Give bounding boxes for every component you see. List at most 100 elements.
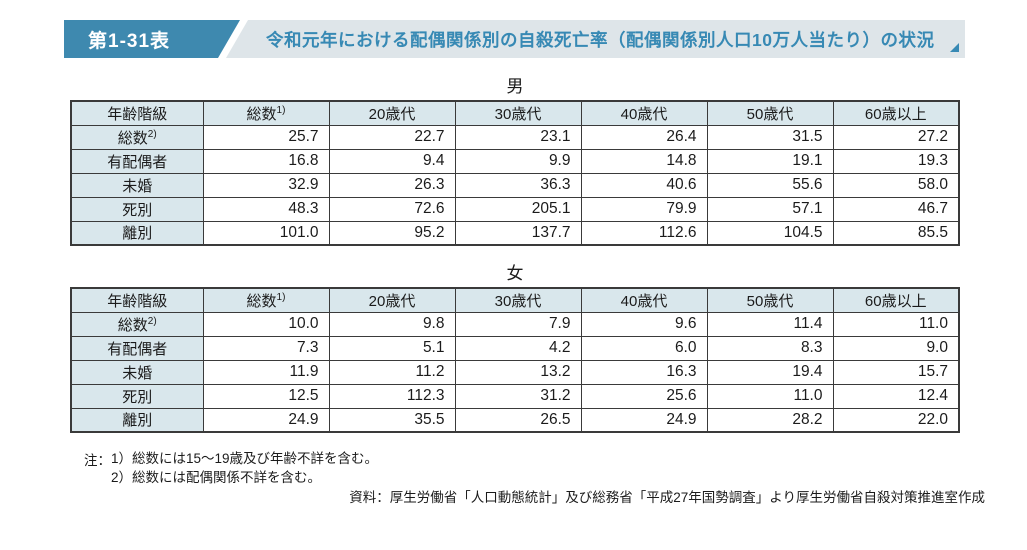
cell-value: 32.9 — [202, 172, 330, 198]
cell-value: 27.2 — [832, 124, 960, 150]
row-label: 総数2) — [70, 124, 204, 150]
cell-value: 72.6 — [328, 196, 456, 222]
row-label-text: 総数 — [117, 129, 148, 147]
cell-value: 19.1 — [706, 148, 834, 174]
cell-value: 95.2 — [328, 220, 456, 246]
col-header-age-class: 年齢階級 — [70, 287, 204, 313]
col-header-total-sup: 1) — [276, 291, 286, 303]
male-table-caption: 男 — [506, 77, 524, 96]
col-header-total-sup: 1) — [276, 104, 286, 116]
col-header-30s: 30歳代 — [454, 100, 582, 126]
cell-value: 16.8 — [202, 148, 330, 174]
cell-value: 25.6 — [580, 383, 708, 409]
row-label-text: 総数 — [117, 316, 148, 334]
row-label: 離別 — [70, 407, 204, 433]
cell-value: 10.0 — [202, 311, 330, 337]
cell-value: 9.9 — [454, 148, 582, 174]
cell-value: 24.9 — [580, 407, 708, 433]
table-row: 死別 12.5 112.3 31.2 25.6 11.0 12.4 — [70, 383, 960, 409]
cell-value: 57.1 — [706, 196, 834, 222]
col-header-age-class: 年齢階級 — [70, 100, 204, 126]
row-label-text: 未婚 — [122, 364, 153, 382]
cell-value: 13.2 — [454, 359, 582, 385]
male-table-block: 男 年齢階級 総数1) 20歳代 30歳代 40歳代 50歳代 60歳以上 総数… — [70, 76, 960, 246]
col-header-total: 総数1) — [202, 287, 330, 313]
table-row: 離別 101.0 95.2 137.7 112.6 104.5 85.5 — [70, 220, 960, 246]
cell-value: 112.6 — [580, 220, 708, 246]
cell-value: 101.0 — [202, 220, 330, 246]
cell-value: 9.8 — [328, 311, 456, 337]
female-table-block: 女 年齢階級 総数1) 20歳代 30歳代 40歳代 50歳代 60歳以上 総数… — [70, 263, 960, 433]
col-header-20s: 20歳代 — [328, 287, 456, 313]
cell-value: 28.2 — [706, 407, 834, 433]
cell-value: 31.2 — [454, 383, 582, 409]
row-label-text: 有配偶者 — [107, 340, 168, 358]
cell-value: 19.3 — [832, 148, 960, 174]
footnote-2: 2）総数には配偶関係不詳を含む。 — [111, 470, 322, 485]
col-header-total-label: 総数 — [246, 105, 277, 123]
col-header-40s: 40歳代 — [580, 100, 708, 126]
section-title: 令和元年における配偶関係別の自殺死亡率（配偶関係別人口10万人当たり）の状況 — [266, 29, 935, 50]
cell-value: 58.0 — [832, 172, 960, 198]
cell-value: 55.6 — [706, 172, 834, 198]
col-header-40s: 40歳代 — [580, 287, 708, 313]
table-row: 離別 24.9 35.5 26.5 24.9 28.2 22.0 — [70, 407, 960, 433]
row-label: 離別 — [70, 220, 204, 246]
cell-value: 79.9 — [580, 196, 708, 222]
cell-value: 5.1 — [328, 335, 456, 361]
table-row: 有配偶者 7.3 5.1 4.2 6.0 8.3 9.0 — [70, 335, 960, 361]
row-label: 未婚 — [70, 172, 204, 198]
cell-value: 26.5 — [454, 407, 582, 433]
row-label: 死別 — [70, 383, 204, 409]
cell-value: 15.7 — [832, 359, 960, 385]
footnotes: 注： 1）総数には15～19歳及び年齢不詳を含む。 2）総数には配偶関係不詳を含… — [84, 449, 378, 487]
footnote-1: 1）総数には15～19歳及び年齢不詳を含む。 — [111, 451, 379, 466]
cell-value: 4.2 — [454, 335, 582, 361]
cell-value: 48.3 — [202, 196, 330, 222]
cell-value: 7.3 — [202, 335, 330, 361]
section-header: 第1-31表 令和元年における配偶関係別の自殺死亡率（配偶関係別人口10万人当た… — [64, 20, 965, 58]
col-header-30s: 30歳代 — [454, 287, 582, 313]
table-row: 未婚 11.9 11.2 13.2 16.3 19.4 15.7 — [70, 359, 960, 385]
col-header-60plus: 60歳以上 — [832, 287, 960, 313]
row-label: 死別 — [70, 196, 204, 222]
cell-value: 46.7 — [832, 196, 960, 222]
footnote-prefix: 注： — [84, 453, 111, 468]
row-label: 有配偶者 — [70, 335, 204, 361]
table-row: 未婚 32.9 26.3 36.3 40.6 55.6 58.0 — [70, 172, 960, 198]
cell-value: 12.5 — [202, 383, 330, 409]
female-table-caption: 女 — [506, 264, 524, 283]
cell-value: 137.7 — [454, 220, 582, 246]
table-number-badge: 第1-31表 — [64, 20, 240, 58]
row-label-text: 未婚 — [122, 177, 153, 195]
cell-value: 112.3 — [328, 383, 456, 409]
cell-value: 7.9 — [454, 311, 582, 337]
cell-value: 12.4 — [832, 383, 960, 409]
col-header-total: 総数1) — [202, 100, 330, 126]
cell-value: 35.5 — [328, 407, 456, 433]
cell-value: 40.6 — [580, 172, 708, 198]
row-label-text: 離別 — [122, 225, 153, 243]
female-header-row: 年齢階級 総数1) 20歳代 30歳代 40歳代 50歳代 60歳以上 — [70, 287, 960, 313]
row-label: 未婚 — [70, 359, 204, 385]
section-title-bar: 令和元年における配偶関係別の自殺死亡率（配偶関係別人口10万人当たり）の状況 — [226, 20, 965, 58]
corner-triangle-icon — [950, 43, 959, 52]
cell-value: 205.1 — [454, 196, 582, 222]
row-label-text: 死別 — [122, 388, 153, 406]
cell-value: 36.3 — [454, 172, 582, 198]
source-credit: 資料：厚生労働省「人口動態統計」及び総務省「平成27年国勢調査」より厚生労働省自… — [349, 490, 985, 505]
row-label-sup: 2) — [147, 315, 157, 327]
row-label: 有配偶者 — [70, 148, 204, 174]
cell-value: 14.8 — [580, 148, 708, 174]
cell-value: 26.4 — [580, 124, 708, 150]
row-label-text: 有配偶者 — [107, 153, 168, 171]
cell-value: 24.9 — [202, 407, 330, 433]
cell-value: 23.1 — [454, 124, 582, 150]
cell-value: 85.5 — [832, 220, 960, 246]
col-header-50s: 50歳代 — [706, 100, 834, 126]
cell-value: 26.3 — [328, 172, 456, 198]
cell-value: 9.4 — [328, 148, 456, 174]
table-row: 総数2) 10.0 9.8 7.9 9.6 11.4 11.0 — [70, 311, 960, 337]
cell-value: 8.3 — [706, 335, 834, 361]
